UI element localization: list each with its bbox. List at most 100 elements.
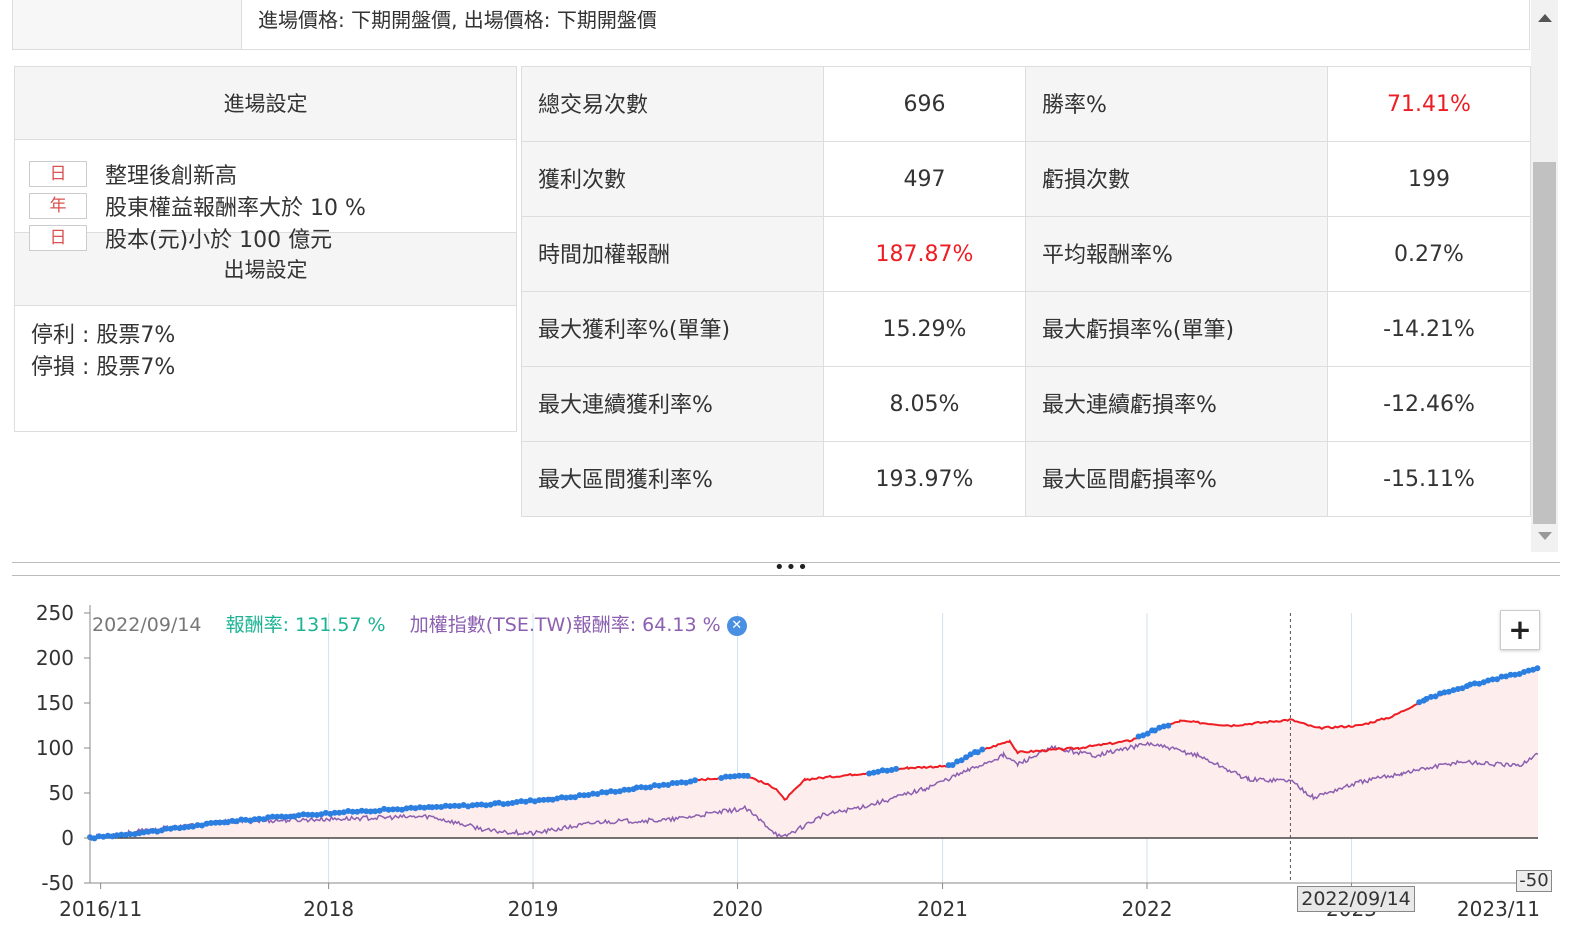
position-marker [594,791,601,797]
entry-rules-list: 日 整理後創新高 年 股東權益報酬率大於 10 % 日 股本(元)小於 100 … [15,140,516,253]
position-marker [567,794,574,801]
position-marker [376,807,383,814]
stat-label: 虧損次數 [1025,141,1328,217]
y-tick-label: 250 [36,601,74,625]
stat-label: 最大虧損率%(單筆) [1025,291,1328,367]
position-marker [736,772,743,779]
position-marker [256,815,263,822]
stat-value: 193.97% [823,441,1026,517]
position-marker [1521,669,1527,675]
position-marker [731,773,738,780]
position-marker [367,808,374,815]
position-marker [469,802,476,809]
position-marker [1489,676,1496,683]
position-marker [242,816,249,823]
position-marker [1507,671,1514,678]
frequency-badge: 日 [29,225,87,251]
position-marker [442,802,449,809]
zoom-in-button[interactable]: + [1500,610,1540,650]
position-marker [954,758,961,765]
position-marker [283,813,290,820]
exit-rule-take-profit: 停利 : 股票7% [31,323,176,348]
position-marker [127,831,134,838]
crosshair-value-label: -50 [1516,870,1552,892]
position-marker [1135,733,1142,740]
stat-label: 最大區間獲利率% [521,441,824,517]
scroll-down-icon[interactable] [1538,532,1552,540]
stats-row: 最大區間獲利率% 193.97% 最大區間虧損率% -15.11% [521,441,1531,517]
position-marker [345,808,352,814]
position-marker [590,790,596,797]
vertical-scrollbar[interactable] [1531,0,1558,552]
position-marker [1432,693,1439,700]
position-marker [372,808,379,815]
y-tick-label: 0 [61,826,74,850]
stats-row: 總交易次數 696 勝率% 71.41% [521,66,1531,142]
position-marker [349,808,356,815]
position-marker [1416,699,1423,706]
position-marker [722,773,729,780]
position-marker [269,813,276,820]
position-marker [727,773,734,780]
position-marker [96,833,102,840]
close-icon[interactable]: ✕ [726,616,747,636]
strategy-return-label: 報酬率: [225,614,289,636]
position-marker [1494,676,1501,683]
stat-value: -12.46% [1327,366,1531,442]
position-marker [607,788,614,795]
position-marker [616,788,623,795]
stat-label: 最大區間虧損率% [1025,441,1328,517]
entry-rule-text: 股本(元)小於 100 億元 [105,228,333,253]
position-marker [1512,671,1518,678]
position-marker [1525,667,1532,674]
drag-handle-icon[interactable]: ••• [774,557,809,578]
position-marker [513,799,520,805]
position-marker [660,781,667,788]
entry-rule-text: 股東權益報酬率大於 10 % [105,196,366,221]
position-marker [665,782,672,788]
stat-value: 187.87% [823,216,1026,292]
position-marker [91,835,98,842]
scroll-up-icon[interactable] [1538,14,1552,22]
position-marker [866,770,873,777]
position-marker [172,824,179,831]
position-marker [247,817,254,824]
position-marker [1485,677,1492,684]
scrollbar-thumb[interactable] [1533,162,1556,524]
entry-settings-title: 進場設定 [15,67,516,140]
position-marker [460,802,467,808]
position-marker [1423,695,1430,702]
position-marker [1445,688,1452,695]
position-marker [1437,690,1443,697]
position-marker [1450,687,1457,694]
position-marker [113,832,120,839]
position-marker [1498,673,1505,680]
stat-label: 勝率% [1025,66,1328,142]
strategy-area-fill [90,668,1538,839]
exit-rules-list: 停利 : 股票7% 停損 : 股票7% [15,306,516,384]
position-marker [158,827,165,834]
stat-value: 71.41% [1327,66,1531,142]
position-marker [238,816,245,823]
position-marker [354,808,361,815]
position-marker [1467,681,1474,688]
position-marker [1459,685,1466,692]
entry-rule: 日 股本(元)小於 100 億元 [29,222,516,254]
position-marker [1441,689,1448,696]
entry-rule-text: 整理後創新高 [105,164,238,189]
position-marker [109,833,116,840]
position-marker [87,834,93,841]
position-marker [331,809,338,816]
position-marker [363,808,370,815]
position-marker [429,804,436,811]
position-marker [358,807,365,814]
index-return-value: 64.13 % [642,614,721,636]
stat-value: 696 [823,66,1026,142]
position-marker [576,792,583,799]
x-tick-label: 2016/11 [59,897,142,921]
panel-resize-handle[interactable]: ••• [12,557,1560,578]
position-marker [1534,665,1541,672]
position-marker [504,800,511,807]
position-marker [403,805,410,812]
